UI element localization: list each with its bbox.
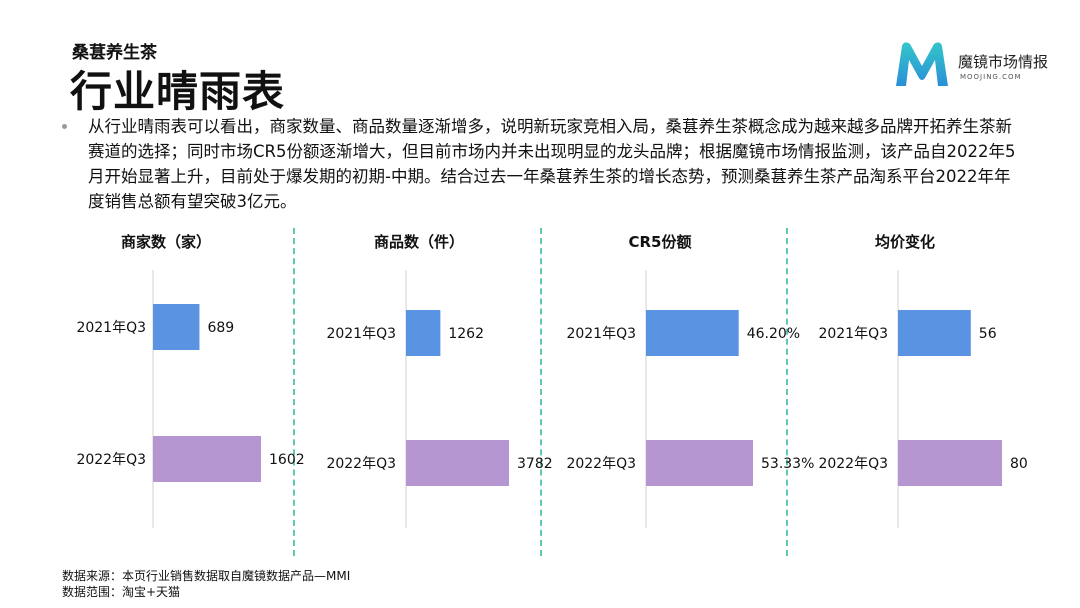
page-subtitle: 桑葚养生茶 (72, 43, 157, 63)
data-scope: 数据范围：淘宝+天猫 (62, 585, 181, 599)
category-label: 2021年Q3 (818, 326, 888, 342)
bar (898, 310, 971, 356)
chart-title: 商品数（件） (374, 233, 464, 251)
logo-name: 魔镜市场情报 (958, 53, 1049, 71)
data-label: 3782 (517, 456, 553, 472)
bar (406, 440, 509, 486)
data-label: 53.33% (761, 456, 814, 472)
data-label: 1262 (448, 326, 484, 342)
chart-title: 均价变化 (875, 233, 935, 251)
category-label: 2022年Q3 (566, 456, 636, 472)
category-label: 2021年Q3 (326, 326, 396, 342)
data-label: 46.20% (747, 326, 800, 342)
data-label: 80 (1010, 456, 1028, 472)
summary-text: 从行业晴雨表可以看出，商家数量、商品数量逐渐增多，说明新玩家竞相入局，桑葚养生茶… (88, 117, 1016, 211)
logo-url: MOOJING.COM (960, 73, 1022, 81)
moojing-logo: 魔镜市场情报 MOOJING.COM (892, 40, 1062, 90)
page-title: 行业晴雨表 (70, 67, 286, 116)
chart-divider (786, 228, 788, 556)
data-source: 数据来源：本页行业销售数据取自魔镜数据产品—MMI (62, 569, 351, 583)
chart-divider (293, 228, 295, 556)
bar (153, 304, 200, 350)
category-label: 2022年Q3 (818, 456, 888, 472)
chart-divider (540, 228, 542, 556)
category-label: 2022年Q3 (76, 452, 146, 468)
barometer-charts: 商家数（家） 2021年Q3 689 2022年Q3 1602 商品数（件） 2021年Q3… (76, 233, 1028, 528)
data-label: 1602 (269, 452, 305, 468)
charts-area: 商家数（家） 2021年Q3 689 2022年Q3 1602 商品数（件） 2021年Q3… (0, 220, 1080, 560)
moojing-logo-mark-icon (896, 42, 948, 86)
category-label: 2021年Q3 (566, 326, 636, 342)
bullet-dot-icon (62, 124, 67, 129)
chart-title: 商家数（家） (121, 233, 211, 251)
bar (898, 440, 1002, 486)
category-label: 2022年Q3 (326, 456, 396, 472)
bar (406, 310, 441, 356)
bar (646, 440, 753, 486)
chart-title: CR5份额 (629, 233, 692, 251)
category-label: 2021年Q3 (76, 320, 146, 336)
bar (646, 310, 739, 356)
data-label: 689 (207, 320, 234, 336)
bar (153, 436, 261, 482)
data-label: 56 (979, 326, 997, 342)
footer: 数据来源：本页行业销售数据取自魔镜数据产品—MMI 数据范围：淘宝+天猫 (62, 568, 350, 600)
